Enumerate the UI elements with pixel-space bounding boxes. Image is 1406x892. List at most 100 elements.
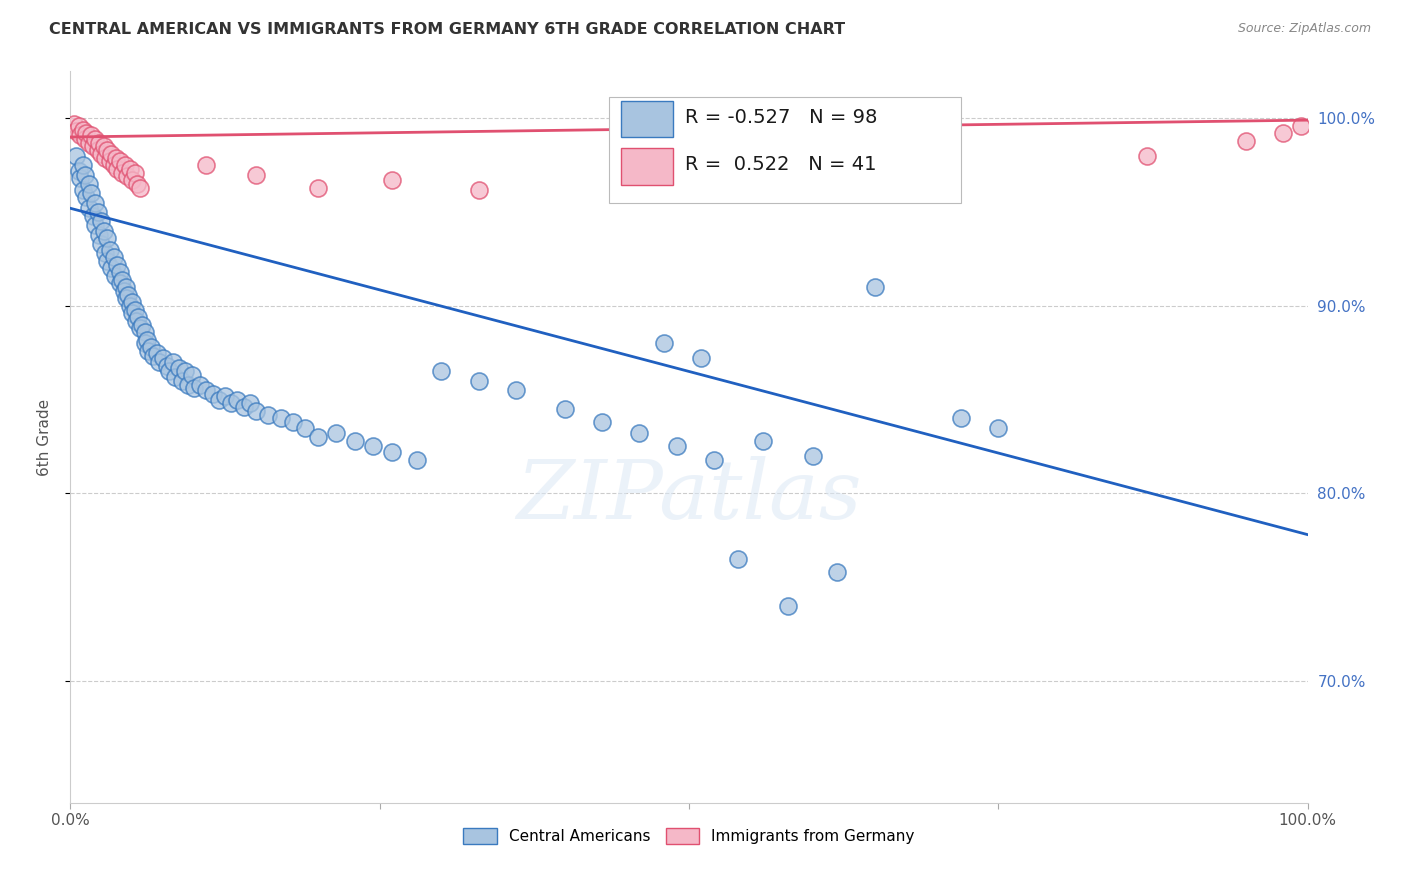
Point	[363, 440, 385, 454]
Point	[381, 173, 404, 187]
Point	[1136, 149, 1159, 163]
Point	[84, 195, 107, 210]
Point	[96, 143, 118, 157]
FancyBboxPatch shape	[609, 97, 962, 203]
Point	[591, 415, 613, 429]
Point	[776, 599, 799, 613]
Point	[90, 147, 112, 161]
Point	[201, 387, 224, 401]
Point	[67, 163, 90, 178]
Point	[257, 408, 280, 422]
Point	[93, 139, 115, 153]
Point	[69, 128, 91, 142]
Point	[118, 161, 141, 176]
Point	[105, 161, 128, 176]
Point	[180, 368, 202, 383]
Point	[900, 158, 922, 172]
Point	[652, 336, 675, 351]
Point	[245, 168, 267, 182]
Point	[628, 426, 651, 441]
Point	[108, 277, 131, 291]
Point	[108, 154, 131, 169]
Point	[219, 396, 242, 410]
Point	[128, 321, 150, 335]
Point	[84, 218, 107, 232]
Point	[77, 177, 100, 191]
Point	[82, 209, 104, 223]
Point	[170, 374, 193, 388]
Point	[93, 224, 115, 238]
Point	[98, 154, 121, 169]
Point	[148, 355, 170, 369]
Point	[307, 180, 329, 194]
Point	[214, 389, 236, 403]
Point	[86, 205, 108, 219]
Point	[690, 351, 713, 366]
Point	[103, 250, 125, 264]
Point	[381, 445, 404, 459]
Point	[174, 364, 197, 378]
Point	[1234, 134, 1257, 148]
FancyBboxPatch shape	[621, 101, 673, 137]
Point	[104, 268, 127, 283]
Point	[86, 143, 108, 157]
Point	[146, 345, 169, 359]
Point	[136, 343, 159, 358]
Point	[75, 132, 97, 146]
Point	[239, 396, 262, 410]
Point	[87, 136, 110, 150]
Point	[157, 364, 180, 378]
Point	[165, 370, 187, 384]
Point	[90, 214, 112, 228]
Point	[554, 401, 576, 416]
Point	[325, 426, 347, 441]
Point	[505, 383, 527, 397]
Text: Source: ZipAtlas.com: Source: ZipAtlas.com	[1237, 22, 1371, 36]
Point	[405, 452, 427, 467]
Point	[94, 246, 117, 260]
Point	[105, 258, 128, 272]
Point	[82, 139, 104, 153]
Point	[105, 151, 128, 165]
Point	[75, 126, 97, 140]
Point	[77, 201, 100, 215]
Point	[65, 149, 87, 163]
Point	[127, 310, 149, 324]
Point	[87, 227, 110, 242]
Point	[208, 392, 231, 407]
Y-axis label: 6th Grade: 6th Grade	[37, 399, 52, 475]
Point	[114, 158, 136, 172]
Point	[665, 440, 688, 454]
Point	[987, 420, 1010, 434]
Point	[96, 231, 118, 245]
FancyBboxPatch shape	[621, 148, 673, 185]
Point	[245, 404, 267, 418]
Point	[72, 158, 94, 172]
Point	[77, 136, 100, 150]
Text: R = -0.527   N = 98: R = -0.527 N = 98	[685, 108, 877, 127]
Point	[801, 449, 824, 463]
Point	[139, 340, 162, 354]
Point	[195, 158, 218, 172]
Point	[69, 171, 91, 186]
Point	[703, 452, 725, 467]
Point	[121, 295, 143, 310]
Point	[118, 299, 141, 313]
Point	[177, 377, 200, 392]
Point	[294, 420, 316, 434]
Point	[827, 565, 849, 579]
Point	[1291, 119, 1313, 133]
Point	[121, 306, 143, 320]
Point	[115, 291, 138, 305]
Point	[94, 151, 117, 165]
Point	[307, 430, 329, 444]
Point	[115, 169, 138, 184]
Point	[63, 117, 86, 131]
Point	[115, 280, 138, 294]
Legend: Central Americans, Immigrants from Germany: Central Americans, Immigrants from Germa…	[457, 822, 921, 850]
Point	[112, 284, 135, 298]
Point	[84, 132, 107, 146]
Point	[430, 364, 453, 378]
Point	[343, 434, 366, 448]
Point	[134, 336, 156, 351]
